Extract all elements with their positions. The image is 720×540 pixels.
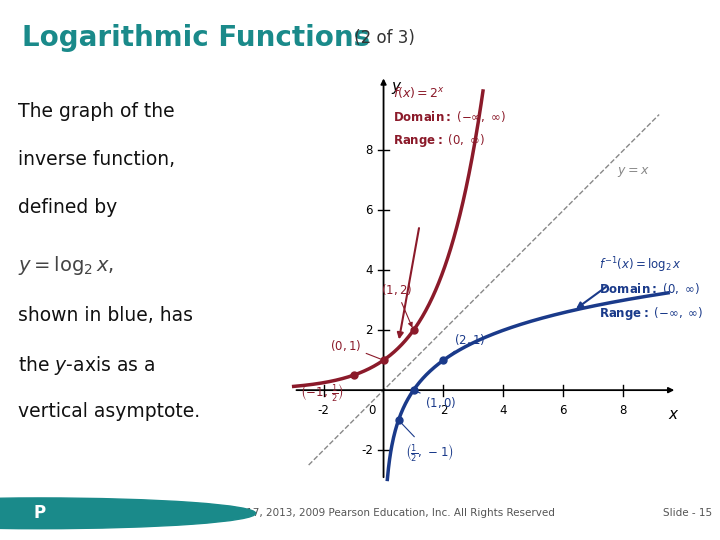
Text: 2: 2 — [440, 403, 447, 417]
Text: $\left(\frac{1}{2},\,-1\right)$: $\left(\frac{1}{2},\,-1\right)$ — [400, 422, 453, 463]
Text: the $y$-axis as a: the $y$-axis as a — [18, 354, 155, 377]
Text: 6: 6 — [366, 204, 373, 217]
Text: The graph of the: The graph of the — [18, 102, 174, 121]
Text: $(1, 0)$: $(1, 0)$ — [416, 392, 456, 410]
Text: -2: -2 — [318, 403, 330, 417]
Text: Copyright © 2017, 2013, 2009 Pearson Education, Inc. All Rights Reserved: Copyright © 2017, 2013, 2009 Pearson Edu… — [165, 508, 555, 518]
Text: Logarithmic Functions: Logarithmic Functions — [22, 24, 370, 52]
Text: $\mathbf{Range:}\ (0,\ \infty)$: $\mathbf{Range:}\ (0,\ \infty)$ — [392, 132, 485, 150]
Text: 4: 4 — [500, 403, 507, 417]
Text: $y$: $y$ — [391, 80, 402, 96]
Text: $\mathbf{Domain:}\ (0,\ \infty)$: $\mathbf{Domain:}\ (0,\ \infty)$ — [599, 281, 700, 296]
Text: P: P — [34, 504, 45, 522]
Text: 8: 8 — [366, 144, 373, 157]
Text: -2: -2 — [361, 443, 373, 456]
Text: $\mathbf{Domain:}\ (-\infty,\ \infty)$: $\mathbf{Domain:}\ (-\infty,\ \infty)$ — [392, 109, 505, 124]
Text: $\mathbf{Range:}\ (-\infty,\ \infty)$: $\mathbf{Range:}\ (-\infty,\ \infty)$ — [599, 305, 703, 322]
Text: 0: 0 — [369, 403, 376, 417]
Text: inverse function,: inverse function, — [18, 150, 175, 169]
Text: $f^{-1}(x) = \log_2 x$: $f^{-1}(x) = \log_2 x$ — [599, 255, 682, 274]
Text: 2: 2 — [366, 323, 373, 337]
Text: 8: 8 — [619, 403, 627, 417]
Circle shape — [0, 498, 256, 529]
Text: $y = x$: $y = x$ — [617, 165, 649, 179]
Text: Pearson: Pearson — [86, 507, 150, 521]
Text: 4: 4 — [366, 264, 373, 277]
Text: vertical asymptote.: vertical asymptote. — [18, 402, 200, 421]
Text: $y = \log_2 x,$: $y = \log_2 x,$ — [18, 254, 114, 277]
Text: $\left(-1,\,\frac{1}{2}\right)$: $\left(-1,\,\frac{1}{2}\right)$ — [300, 376, 351, 403]
Text: $x$: $x$ — [668, 407, 680, 422]
Text: (2 of 3): (2 of 3) — [349, 29, 415, 47]
Text: $f(x) = 2^x$: $f(x) = 2^x$ — [392, 85, 445, 99]
Text: $(1, 2)$: $(1, 2)$ — [381, 282, 412, 327]
Text: shown in blue, has: shown in blue, has — [18, 306, 193, 325]
Text: $(2, 1)$: $(2, 1)$ — [446, 332, 485, 359]
Text: 6: 6 — [559, 403, 567, 417]
Text: $(0, 1)$: $(0, 1)$ — [330, 338, 381, 359]
Text: Slide - 15: Slide - 15 — [663, 508, 712, 518]
Text: defined by: defined by — [18, 198, 117, 217]
